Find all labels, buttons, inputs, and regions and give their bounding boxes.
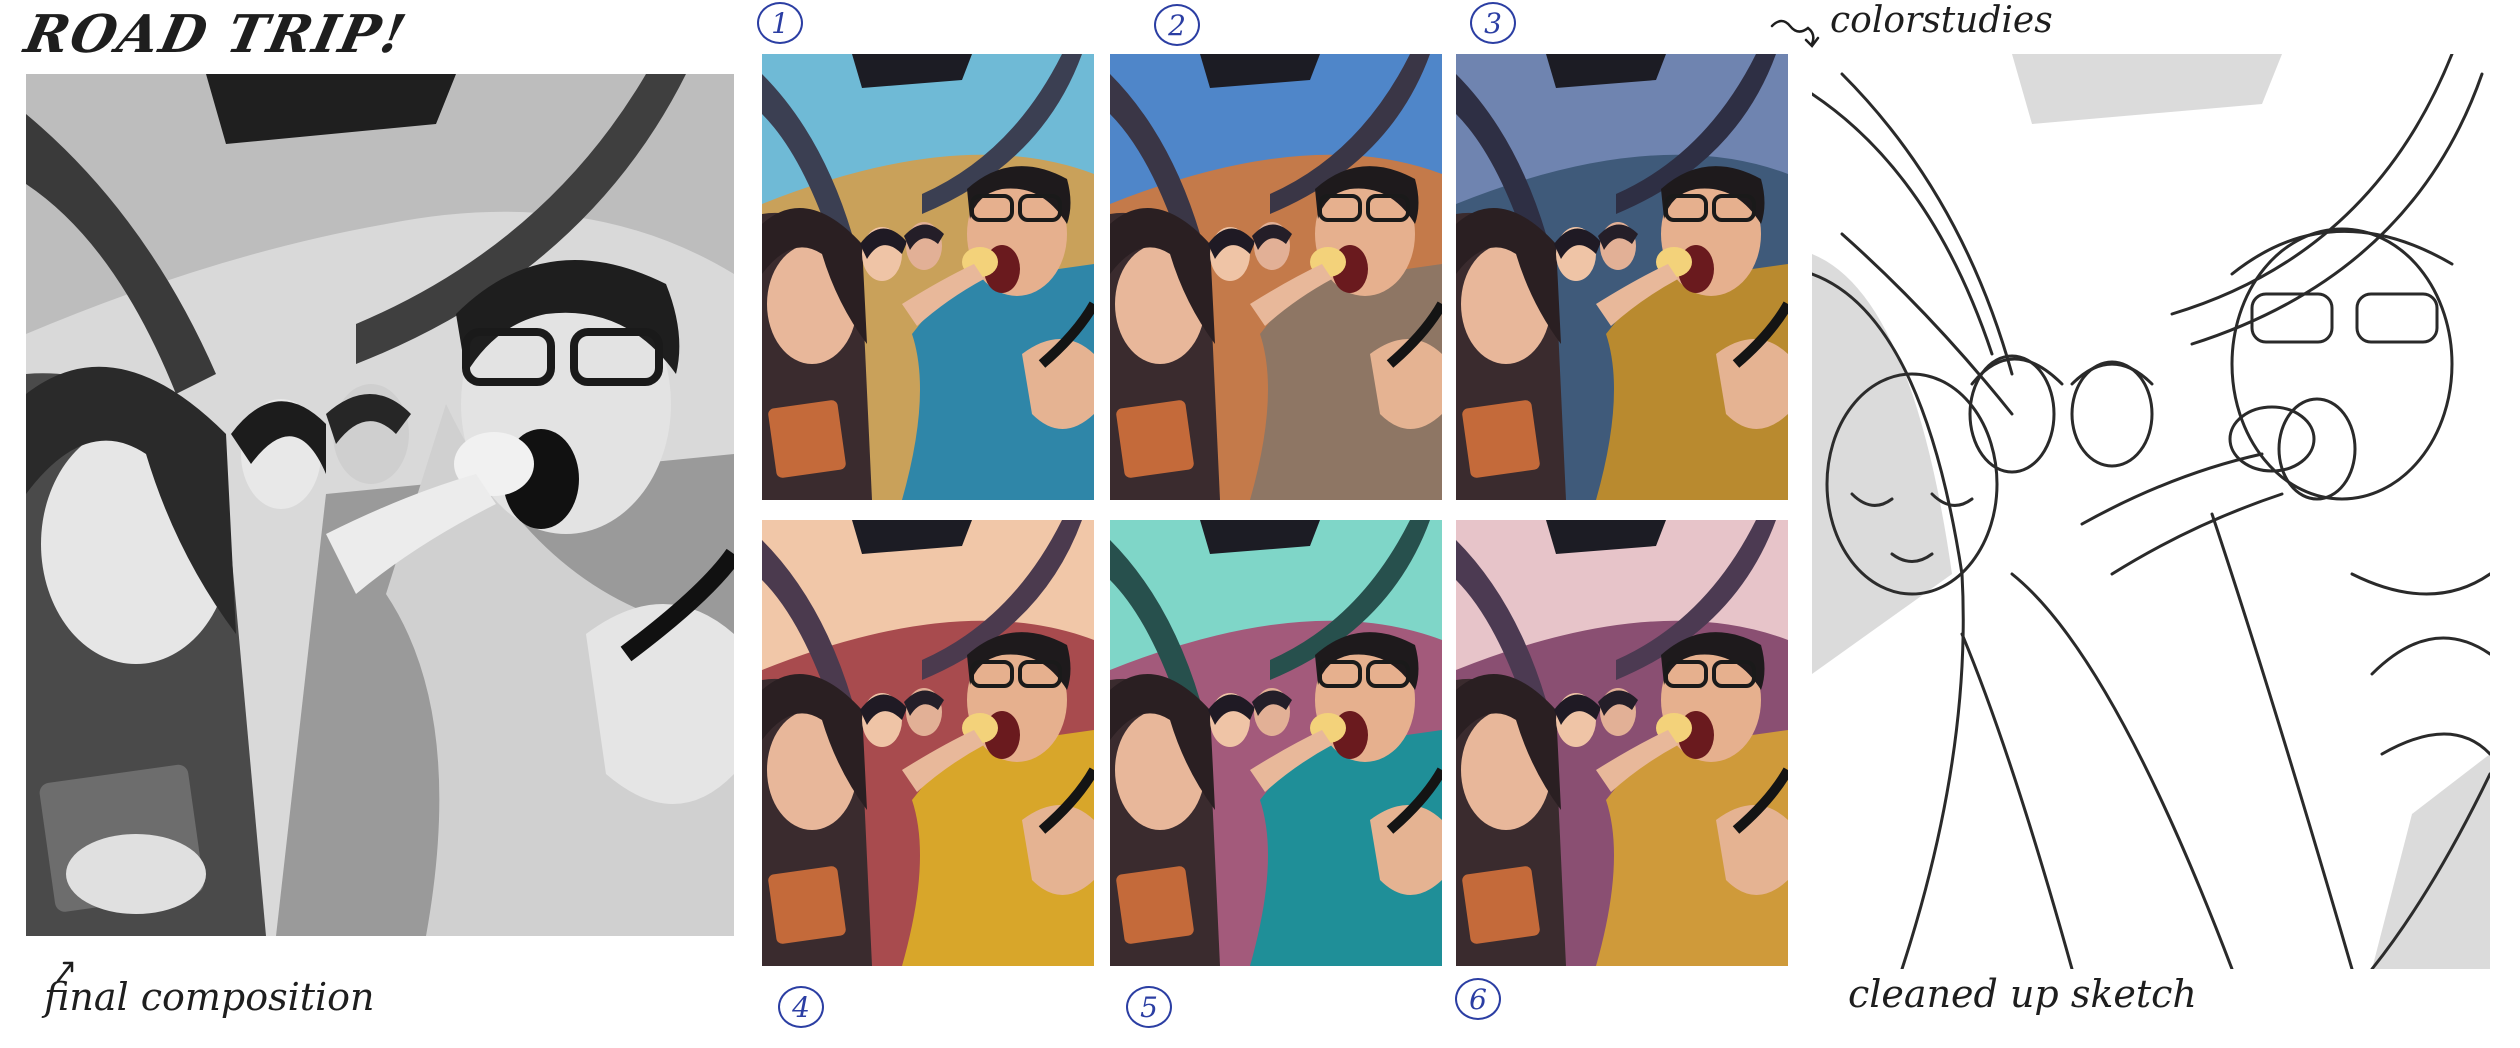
study-number-badge: 5 [1126, 986, 1172, 1028]
arrow-icon [52, 955, 82, 989]
page-title: ROAD TRIP! [19, 4, 413, 65]
study-number-badge: 4 [778, 986, 824, 1028]
color-studies-label: colorstudies [1830, 0, 2053, 41]
color-study-thumbnail [1456, 520, 1788, 966]
study-number-badge: 6 [1455, 978, 1501, 1020]
study-number-badge: 3 [1470, 2, 1516, 44]
color-study-thumbnail [762, 520, 1094, 966]
study-number-badge: 1 [757, 2, 803, 44]
cleaned-sketch-image [1812, 54, 2490, 969]
color-study-thumbnail [1110, 54, 1442, 500]
color-study-thumbnail [762, 54, 1094, 500]
cleaned-sketch-label: cleaned up sketch [1848, 972, 2197, 1016]
arrow-icon [1768, 14, 1828, 54]
final-composition-image [26, 74, 734, 936]
final-composition-label: final composition [44, 975, 375, 1019]
color-study-thumbnail [1456, 54, 1788, 500]
color-study-thumbnail [1110, 520, 1442, 966]
study-number-badge: 2 [1154, 4, 1200, 46]
